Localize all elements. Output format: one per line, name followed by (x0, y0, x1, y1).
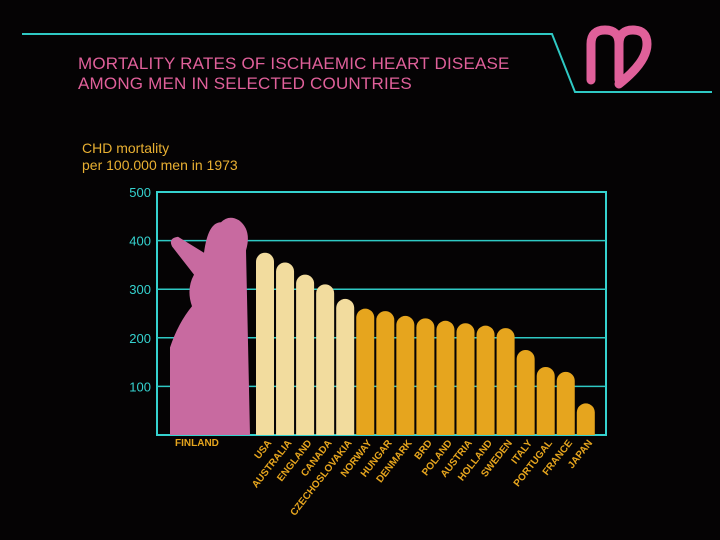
bar-usa (256, 252, 274, 435)
bar-japan (576, 403, 595, 435)
bar-sweden (496, 328, 515, 435)
bar-canada (316, 284, 335, 435)
y-tick-label: 100 (129, 379, 151, 394)
y-tick-label: 500 (129, 185, 151, 200)
frame-line (22, 33, 712, 93)
bar-italy (516, 349, 535, 435)
bar-czechoslovakia (336, 298, 355, 435)
chart-title-line-2: AMONG MEN IN SELECTED COUNTRIES (78, 74, 412, 93)
y-tick-label: 200 (129, 331, 151, 346)
bar-austria (456, 323, 475, 435)
x-label-finland: FINLAND (175, 438, 219, 449)
chart-title-line-1: MORTALITY RATES OF ISCHAEMIC HEART DISEA… (78, 54, 510, 73)
bar-england (296, 274, 315, 435)
y-axis-title-line-2: per 100.000 men in 1973 (82, 157, 238, 173)
bar-hungar (376, 311, 395, 435)
bar-portugal (536, 366, 555, 435)
bar-denmark (396, 315, 415, 435)
heart-logo-icon (586, 25, 652, 89)
y-tick-label: 300 (129, 282, 151, 297)
bar-france (556, 371, 575, 435)
bar-holland (476, 325, 495, 435)
bar-finland (170, 217, 250, 435)
bar-australia (276, 262, 295, 435)
bar-poland (436, 320, 455, 435)
y-tick-label: 400 (129, 234, 151, 249)
bar-norway (356, 308, 375, 435)
bar-brd (416, 318, 435, 435)
y-axis-title-line-1: CHD mortality (82, 140, 170, 156)
